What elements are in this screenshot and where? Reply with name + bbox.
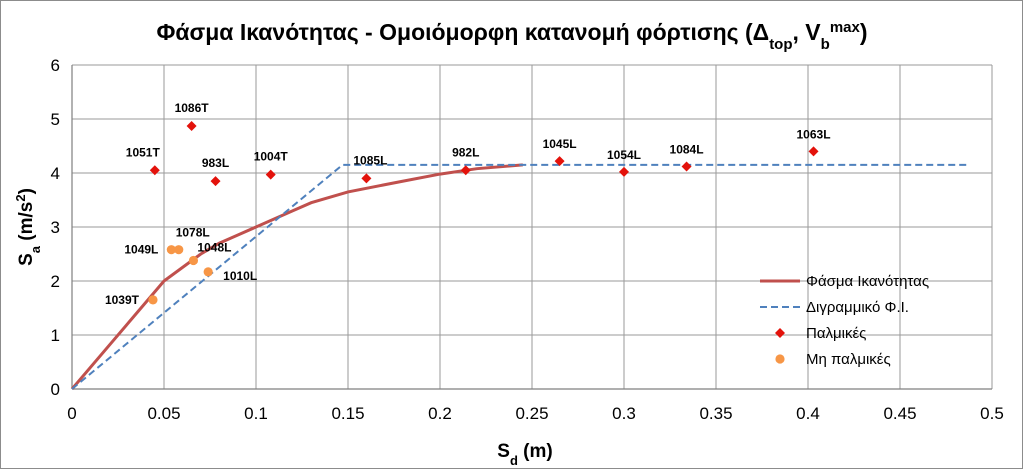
x-tick-label: 0.2	[428, 404, 452, 423]
legend-label: Διγραμμικό Φ.Ι.	[806, 299, 909, 316]
data-label: 1010L	[223, 269, 257, 283]
x-tick-label: 0.05	[147, 404, 180, 423]
data-point	[186, 121, 197, 132]
y-tick-labels: 0 1 2 3 4 5 6	[51, 56, 60, 399]
y-tick-label: 4	[51, 164, 60, 183]
data-point	[554, 156, 565, 167]
data-label: 1039T	[105, 293, 140, 307]
data-label: 1086T	[175, 101, 210, 115]
legend-label: Παλμικές	[806, 325, 866, 342]
data-label: 1054L	[607, 148, 641, 162]
data-label: 1084L	[670, 143, 704, 157]
y-tick-label: 5	[51, 110, 60, 129]
data-point	[203, 267, 213, 277]
series-line	[70, 163, 523, 390]
x-tick-label: 0.25	[515, 404, 548, 423]
x-tick-label: 0.35	[699, 404, 732, 423]
data-label: 1078L	[176, 226, 210, 240]
x-tick-label: 0.3	[612, 404, 636, 423]
y-tick-label: 0	[51, 380, 60, 399]
data-label: 1045L	[543, 137, 577, 151]
data-label: 1048L	[197, 240, 231, 254]
x-tick-label: 0.5	[980, 404, 1004, 423]
x-axis-label: Sd (m)	[497, 441, 552, 468]
x-tick-label: 0.45	[883, 404, 916, 423]
data-point	[166, 245, 176, 255]
axes	[71, 65, 992, 390]
data-label: 983L	[202, 156, 229, 170]
data-label: 1063L	[797, 127, 831, 141]
grid-lines	[72, 64, 993, 389]
data-label: 1049L	[124, 243, 158, 257]
data-point	[210, 176, 221, 187]
series-layer	[70, 121, 970, 390]
y-axis-label: Sa (m/s2)	[13, 188, 43, 266]
data-label: 1085L	[353, 153, 387, 167]
data-point	[361, 173, 372, 184]
data-label: 1004T	[254, 150, 289, 164]
x-tick-label: 0	[67, 404, 76, 423]
data-point	[148, 295, 158, 305]
legend-swatch	[775, 354, 785, 364]
legend-label: Φάσμα Ικανότητας	[806, 273, 929, 290]
chart-title: Φάσμα Ικανότητας - Ομοιόμορφη κατανομή φ…	[156, 19, 867, 53]
data-point	[460, 165, 471, 176]
legend-label: Μη παλμικές	[806, 351, 891, 368]
data-point	[265, 169, 276, 180]
data-point	[149, 165, 160, 176]
data-point	[174, 245, 184, 255]
y-tick-label: 3	[51, 218, 60, 237]
data-label: 982L	[452, 145, 479, 159]
x-tick-label: 0.4	[796, 404, 820, 423]
data-point	[188, 255, 199, 266]
data-point	[681, 161, 692, 172]
y-tick-label: 2	[51, 272, 60, 291]
data-point	[619, 166, 629, 177]
x-tick-label: 0.1	[244, 404, 268, 423]
legend-swatch	[775, 328, 785, 338]
x-tick-label: 0.15	[331, 404, 364, 423]
legend: Φάσμα Ικανότητας Διγραμμικό Φ.Ι. Παλμικές Μ…	[760, 273, 929, 368]
x-tick-labels: 0 0.05 0.1 0.15 0.2 0.25 0.3 0.35 0.4 0.45 0.5	[67, 404, 1004, 423]
point-labels: 1086T 1051T 983L 1004T 1085L 982L 1045L 1054L 10…	[105, 101, 831, 307]
data-label: 1051T	[126, 145, 161, 159]
y-tick-label: 1	[51, 326, 60, 345]
data-point	[808, 146, 819, 157]
y-tick-label: 6	[51, 56, 60, 75]
